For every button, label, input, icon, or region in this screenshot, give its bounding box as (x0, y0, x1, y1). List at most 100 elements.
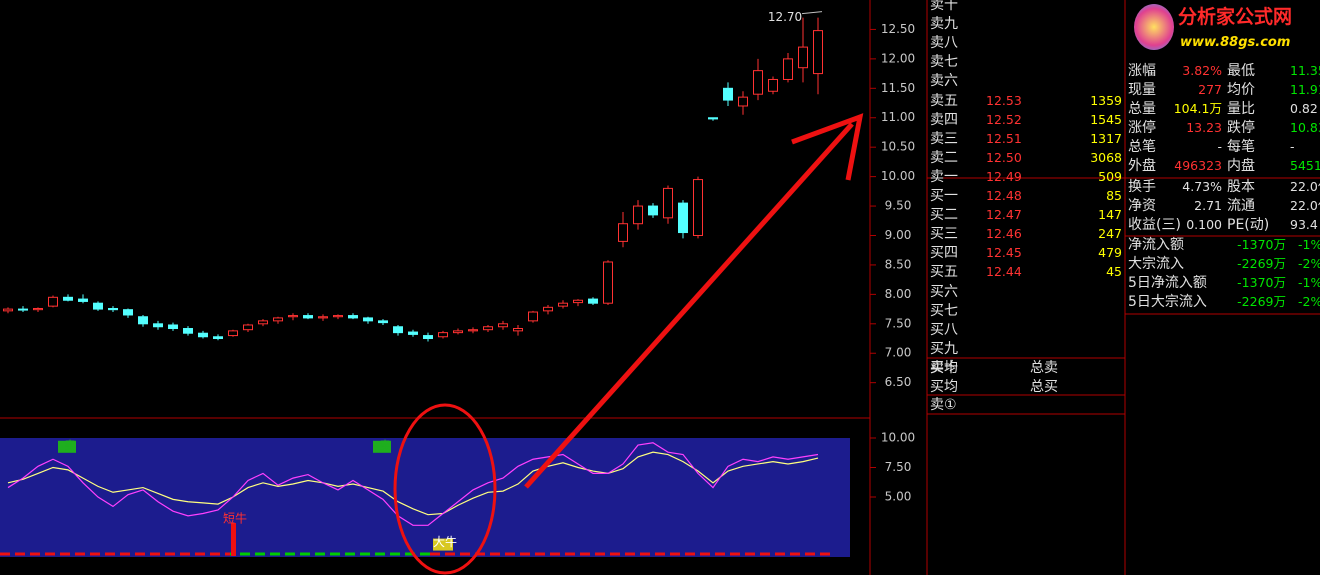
candle-body (258, 320, 268, 325)
candle-body (468, 329, 478, 332)
candle-body (33, 307, 43, 311)
level-volume: 1545 (1090, 111, 1122, 127)
logo-name: 分析家公式网 (1178, 6, 1293, 28)
footer-label: 总买 (1030, 378, 1058, 395)
quote-value: 11.35 (1290, 63, 1320, 78)
flow-pct: -1% (1298, 237, 1320, 252)
candle-body (18, 308, 28, 311)
quote-label: 均价 (1227, 82, 1255, 98)
highlight-ellipse (393, 403, 497, 575)
candle-body (168, 324, 178, 330)
y-tick-label: 9.50 (885, 199, 912, 213)
y-tick-label: 10.00 (881, 431, 915, 445)
candle-body (528, 311, 538, 322)
annotation: 12.70 (768, 10, 802, 24)
level-volume: 1317 (1090, 130, 1122, 146)
candle-body (558, 302, 568, 307)
flow-label: 净流入额 (1128, 237, 1184, 253)
quote-value: 10.83 (1290, 120, 1320, 135)
candle-body (423, 335, 433, 340)
candle-body (708, 117, 718, 120)
candle-body (588, 298, 598, 304)
quote-label: 股本 (1227, 179, 1255, 195)
candle-body (318, 316, 328, 319)
signal-box (433, 538, 453, 551)
flow-value: -1370万 (1237, 237, 1286, 252)
quote-value: 0.82 (1290, 101, 1318, 116)
level-label: 卖五 (930, 92, 958, 109)
quote-label: 涨停 (1128, 120, 1156, 136)
candle-body (453, 330, 463, 334)
footer-label: 总卖 (1030, 360, 1058, 376)
quote-label: 涨幅 (1128, 63, 1156, 79)
quote-label: 总量 (1128, 101, 1156, 117)
y-tick-label: 7.50 (885, 460, 912, 474)
candle-body (813, 30, 823, 75)
quote-label: 每笔 (1227, 139, 1255, 155)
quote-label: 最低 (1227, 63, 1255, 79)
y-tick-label: 7.00 (885, 346, 912, 360)
flow-label: 大宗流入 (1128, 256, 1184, 272)
footer-label: 卖均 (930, 360, 958, 376)
level-price: 12.46 (986, 226, 1022, 242)
candle-body (783, 58, 793, 80)
candle-body (408, 331, 418, 335)
level-label: 卖七 (930, 54, 958, 71)
candle-body (498, 323, 508, 328)
level-label: 卖六 (930, 73, 958, 90)
candle-body (378, 320, 388, 324)
y-tick-label: 10.50 (881, 140, 915, 154)
level-price: 12.51 (986, 130, 1022, 146)
level-volume: 1359 (1090, 92, 1122, 108)
indicator-line (7, 451, 819, 516)
candle-body (768, 78, 778, 92)
level-label: 买二 (930, 207, 958, 224)
y-tick-label: 8.50 (885, 257, 912, 271)
candle-body (138, 316, 148, 325)
y-tick-label: 10.00 (881, 169, 915, 183)
annotation-pointer (801, 11, 823, 15)
candle-body (228, 330, 238, 337)
candle-body (603, 261, 613, 304)
flow-value: -2269万 (1237, 256, 1286, 271)
signal-box (58, 440, 76, 453)
candle-body (123, 309, 133, 316)
logo-url: www.88gs.com (1180, 35, 1291, 50)
quote-value: 22.0亿 (1290, 198, 1320, 213)
candle-body (48, 296, 58, 307)
level-label: 卖八 (930, 35, 958, 52)
y-tick-label: 12.00 (881, 51, 915, 65)
candle-body (648, 205, 658, 216)
candle-body (243, 324, 253, 331)
level-label: 卖三 (930, 130, 958, 147)
candle-body (513, 328, 523, 332)
quote-label: 净资 (1128, 198, 1156, 214)
level-label: 卖二 (930, 149, 958, 166)
candle-body (753, 70, 763, 95)
candle-body (483, 326, 493, 331)
candle-body (108, 307, 118, 311)
level-price: 12.53 (986, 92, 1022, 108)
y-tick-label: 7.50 (885, 316, 912, 330)
signal-label: 卖 (379, 438, 391, 452)
logo-icon (1134, 4, 1174, 50)
quote-value: 0.100 (1186, 217, 1222, 232)
candle-body (438, 332, 448, 338)
quote-label: 内盘 (1227, 158, 1255, 174)
level-price: 12.48 (986, 188, 1022, 203)
level-price: 12.50 (986, 149, 1022, 165)
quote-label: PE(动) (1227, 217, 1270, 233)
logo: 分析家公式网 www.88gs.com (1126, 0, 1320, 56)
flow-label: 5日净流入额 (1128, 275, 1207, 291)
signal-label: 卖 (64, 438, 76, 452)
signal-label: 大牛 (433, 534, 457, 549)
candle-body (543, 306, 553, 312)
quote-value: - (1217, 139, 1222, 154)
candle-body (78, 298, 88, 302)
level-label: 买四 (930, 245, 958, 262)
level-volume: 479 (1098, 245, 1122, 261)
quote-label: 量比 (1227, 101, 1255, 117)
level-label: 买十 (930, 359, 958, 376)
indicator-line (7, 442, 819, 526)
